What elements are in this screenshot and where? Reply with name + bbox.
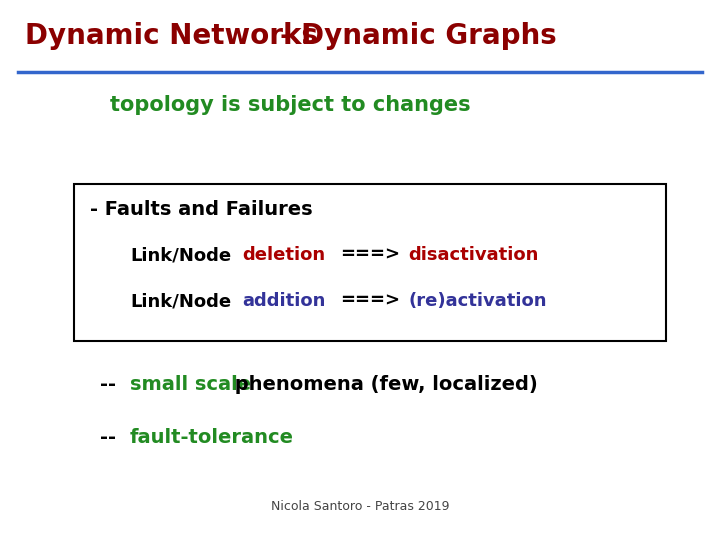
Text: Link/Node: Link/Node [130, 246, 231, 264]
Text: phenomena (few, localized): phenomena (few, localized) [228, 375, 538, 394]
Text: - Dynamic Graphs: - Dynamic Graphs [280, 22, 557, 50]
Text: ===>: ===> [340, 246, 400, 264]
Text: Dynamic Networks: Dynamic Networks [25, 22, 318, 50]
Text: Link/Node: Link/Node [130, 292, 231, 310]
Text: Nicola Santoro - Patras 2019: Nicola Santoro - Patras 2019 [271, 500, 449, 513]
Text: (re)activation: (re)activation [408, 292, 546, 310]
Text: fault-tolerance: fault-tolerance [130, 428, 294, 447]
Text: deletion: deletion [242, 246, 325, 264]
Text: --: -- [100, 375, 122, 394]
Text: small scale: small scale [130, 375, 251, 394]
Text: --: -- [100, 428, 122, 447]
Text: addition: addition [242, 292, 325, 310]
Text: topology is subject to changes: topology is subject to changes [110, 95, 471, 115]
Text: ===>: ===> [340, 292, 400, 310]
Text: disactivation: disactivation [408, 246, 539, 264]
FancyBboxPatch shape [74, 184, 666, 341]
Text: - Faults and Failures: - Faults and Failures [90, 200, 312, 219]
